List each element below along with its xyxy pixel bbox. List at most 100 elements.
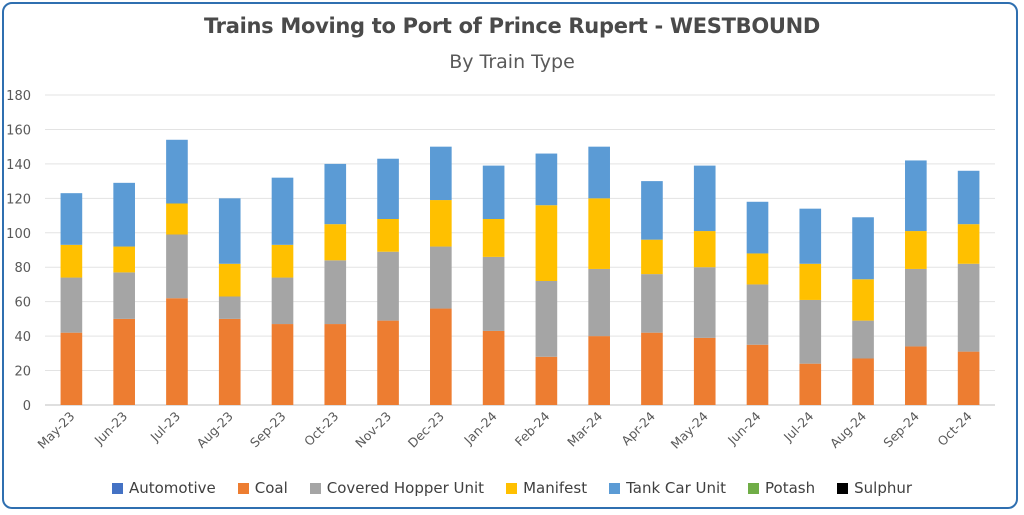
bar-segment <box>60 193 83 245</box>
legend-item: Coal <box>237 479 288 497</box>
legend-label: Manifest <box>523 479 588 497</box>
bar-segment <box>746 284 769 345</box>
bar-segment <box>641 274 663 333</box>
bar-segment <box>324 224 347 261</box>
legend-label: Sulphur <box>854 479 913 497</box>
bar-segment <box>271 244 294 278</box>
bar-segment <box>482 165 505 219</box>
x-tick-label: Aug-24 <box>827 408 869 450</box>
bar-segment <box>905 231 927 269</box>
chart-legend: Automotive Coal Covered Hopper Unit Manifes… <box>0 479 1024 497</box>
bar-segment <box>113 318 135 405</box>
bar-segment <box>218 318 241 405</box>
y-tick-label: 160 <box>6 123 31 138</box>
legend-swatch <box>111 482 123 494</box>
y-tick-label: 80 <box>14 261 31 276</box>
bar-segment <box>430 200 452 247</box>
bar-segment <box>60 244 83 278</box>
legend-swatch <box>609 482 621 494</box>
y-tick-label: 60 <box>14 296 31 311</box>
bar-segment <box>113 182 135 247</box>
bar-segment <box>535 205 558 281</box>
bar-segment <box>641 239 663 275</box>
bar-segment <box>957 170 980 225</box>
y-tick-label: 20 <box>14 365 31 380</box>
bar-segment <box>852 279 874 321</box>
legend-item: Covered Hopper Unit <box>309 479 484 497</box>
legend-item: Sulphur <box>837 479 912 497</box>
legend-swatch <box>748 482 760 494</box>
legend-label: Coal <box>254 479 288 497</box>
bar-segment <box>799 263 822 300</box>
bar-segment <box>852 320 874 359</box>
bar-segment <box>957 351 980 405</box>
x-tick-label: Aug-23 <box>194 409 236 451</box>
x-tick-label: Apr-24 <box>618 408 658 448</box>
bar-segment <box>905 346 927 405</box>
bar-segment <box>482 219 505 257</box>
bar-segment <box>166 234 188 299</box>
chart-subtitle: By Train Type <box>449 51 575 73</box>
legend-swatch <box>237 482 249 494</box>
bar-segment <box>693 337 716 405</box>
x-tick-label: Oct-23 <box>301 409 341 449</box>
bar-segment <box>324 163 347 225</box>
legend-item: Potash <box>748 479 815 497</box>
x-tick-label: May-23 <box>34 409 77 452</box>
y-tick-label: 100 <box>6 227 31 242</box>
x-tick-label: Dec-23 <box>405 409 447 451</box>
bar-segment <box>482 330 505 405</box>
bar-segment <box>641 181 663 240</box>
x-tick-label: Feb-24 <box>512 408 553 449</box>
chart-title: Trains Moving to Port of Prince Rupert -… <box>203 14 821 38</box>
legend-item: Automotive <box>111 479 216 497</box>
x-tick-label: Jun-23 <box>91 409 131 449</box>
y-tick-label: 180 <box>6 89 31 104</box>
bar-segment <box>746 344 769 405</box>
legend-item: Tank Car Unit <box>609 479 726 497</box>
y-tick-label: 140 <box>6 158 31 173</box>
bar-segment <box>218 198 241 264</box>
bar-segment <box>113 246 135 273</box>
bar-segment <box>430 146 452 201</box>
bar-segment <box>324 260 347 325</box>
bar-segment <box>430 246 452 309</box>
bar-segment <box>641 332 663 405</box>
legend-label: Potash <box>765 479 816 497</box>
bar-segment <box>905 160 927 232</box>
bar-segment <box>588 336 610 405</box>
legend-label: Automotive <box>128 479 216 497</box>
bar-segment <box>377 320 399 405</box>
legend-label: Tank Car Unit <box>626 479 727 497</box>
bar-segment <box>799 208 822 264</box>
x-tick-label: Jul-24 <box>780 408 816 444</box>
x-tick-label: Oct-24 <box>934 408 974 448</box>
bar-segment <box>377 158 399 219</box>
bar-segment <box>271 277 294 325</box>
bar-segment <box>905 268 927 347</box>
bar-segment <box>166 298 188 405</box>
x-tick-label: Nov-23 <box>352 409 394 451</box>
bar-segment <box>166 139 188 204</box>
x-tick-label: Sep-24 <box>880 408 922 450</box>
x-tick-label: Jul-23 <box>147 409 183 445</box>
bar-segment <box>535 356 558 405</box>
bar-segment <box>482 256 505 331</box>
x-tick-label: Sep-23 <box>247 409 289 451</box>
bar-segment <box>746 253 769 285</box>
bar-segment <box>693 231 716 268</box>
legend-item: Manifest <box>506 479 587 497</box>
bar-segment <box>535 281 558 357</box>
x-tick-label: Jun-24 <box>724 408 764 448</box>
bar-segment <box>430 308 452 405</box>
bar-segment <box>218 263 241 297</box>
x-tick-label: May-24 <box>668 408 711 451</box>
x-tick-label: Mar-24 <box>564 408 605 449</box>
bar-segment <box>957 224 980 264</box>
bar-segment <box>852 217 874 280</box>
y-tick-label: 0 <box>23 399 31 414</box>
bar-segment <box>799 363 822 405</box>
bar-segment <box>693 267 716 338</box>
bar-segment <box>271 177 294 245</box>
